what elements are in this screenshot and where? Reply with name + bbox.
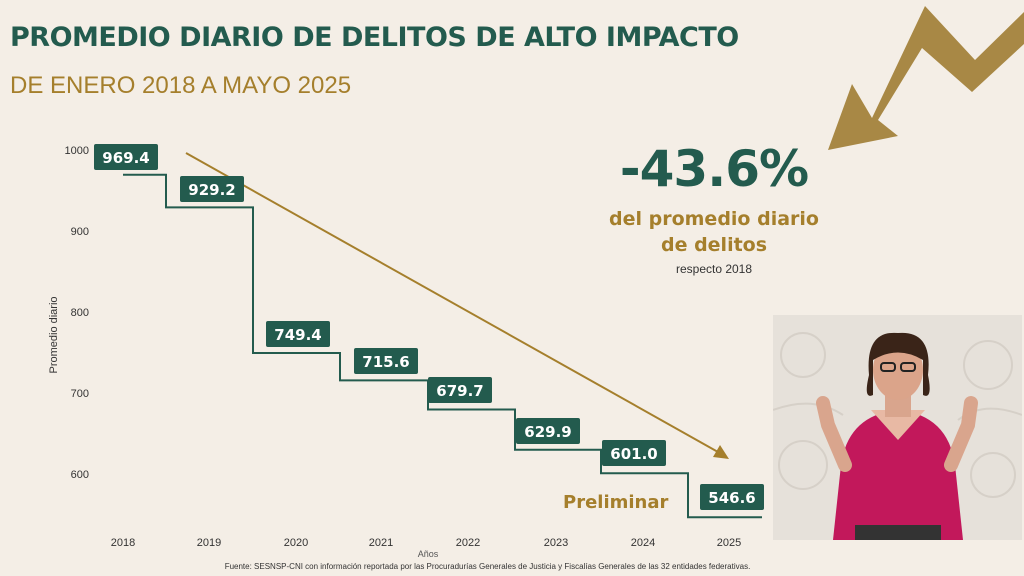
source-note: Fuente: SESNSP-CNI con información repor…	[224, 562, 751, 571]
reduction-caption-line1: del promedio diario	[609, 208, 819, 230]
y-tick-label: 600	[71, 469, 89, 481]
reduction-caption-line3: respecto 2018	[675, 262, 753, 276]
page-subtitle: DE ENERO 2018 A MAYO 2025	[10, 72, 352, 99]
sign-language-interpreter-video	[773, 315, 1022, 540]
reduction-percent: -43.6%	[619, 140, 809, 198]
value-label: 969.4	[102, 149, 149, 167]
value-label-box	[428, 377, 492, 403]
value-label: 546.6	[708, 489, 755, 507]
trend-arrow-head-icon	[713, 445, 729, 459]
reduction-caption-line2: de delitos	[660, 234, 768, 256]
y-tick-label: 1000	[65, 145, 89, 157]
interpreter-figure-icon	[773, 315, 1022, 540]
value-label: 679.7	[436, 382, 483, 400]
y-tick-label: 700	[71, 388, 89, 400]
y-tick-label: 800	[71, 307, 89, 319]
x-tick-label: 2024	[631, 537, 655, 549]
down-trend-arrow-icon	[828, 6, 1024, 150]
value-label: 929.2	[188, 181, 235, 199]
x-tick-label: 2018	[111, 537, 135, 549]
x-tick-label: 2023	[544, 537, 568, 549]
value-label-box	[94, 144, 158, 170]
x-axis-title: Años	[418, 549, 439, 559]
preliminar-label: Preliminar	[563, 492, 669, 513]
y-tick-label: 900	[71, 226, 89, 238]
value-label-box	[516, 418, 580, 444]
x-tick-label: 2020	[284, 537, 308, 549]
x-tick-label: 2025	[717, 537, 741, 549]
x-tick-label: 2022	[456, 537, 480, 549]
x-tick-label: 2021	[369, 537, 393, 549]
trend-line	[185, 152, 719, 453]
value-label-box	[700, 484, 764, 510]
value-label-box	[180, 176, 244, 202]
value-label-box	[602, 440, 666, 466]
x-tick-label: 2019	[197, 537, 221, 549]
value-label: 601.0	[610, 445, 657, 463]
y-axis-title: Promedio diario	[48, 296, 60, 373]
page-title: PROMEDIO DIARIO DE DELITOS DE ALTO IMPAC…	[10, 22, 739, 53]
value-label-box	[266, 321, 330, 347]
value-label-box	[354, 348, 418, 374]
value-label: 715.6	[362, 353, 409, 371]
value-label: 629.9	[524, 423, 571, 441]
value-label: 749.4	[274, 326, 321, 344]
